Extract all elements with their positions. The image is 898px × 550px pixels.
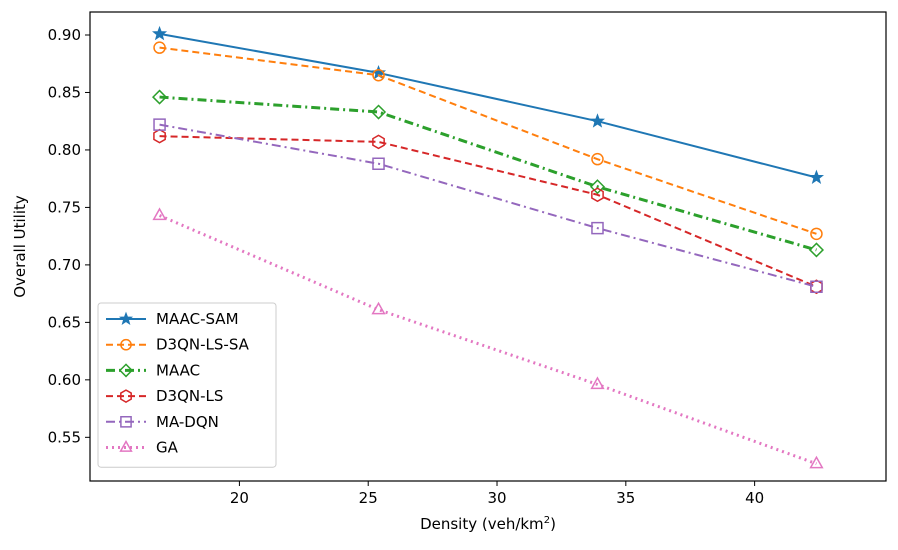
y-tick-label: 0.85 — [48, 83, 81, 101]
legend-item-ga: GA — [106, 439, 179, 457]
data-point-maac — [808, 242, 825, 258]
data-point-ma-dqn — [153, 118, 166, 131]
series-d3qn-ls-sa — [153, 41, 823, 241]
legend-swatch-marker — [120, 338, 132, 351]
x-tick-label: 20 — [230, 489, 249, 507]
legend-swatch-marker — [120, 389, 132, 403]
axes-layer: 20 25 30 35 40 0.55 0.60 0.65 0.70 0.75 0.80 0.85 0.… — [48, 26, 765, 507]
y-tick-label: 0.60 — [48, 371, 81, 389]
data-point-maac-sam — [152, 25, 168, 41]
x-tick-label: 25 — [359, 489, 378, 507]
data-point-d3qn-ls — [153, 128, 166, 144]
legend-swatch-marker — [119, 439, 133, 452]
data-point-maac-sam — [589, 113, 606, 128]
x-axis-label: Density (veh/km2) — [420, 515, 556, 533]
data-point-d3qn-ls — [591, 187, 604, 203]
series-ma-dqn — [153, 118, 823, 294]
legend-label: MAAC — [156, 361, 200, 379]
series-ga — [152, 207, 824, 469]
data-point-maac-sam — [808, 169, 824, 184]
legend-label: GA — [156, 439, 179, 457]
series-line-maac — [159, 95, 817, 252]
x-axis-label-suffix: ) — [550, 515, 556, 533]
data-point-maac — [370, 104, 387, 120]
data-point-ga — [590, 376, 605, 390]
data-point-d3qn-ls-sa — [153, 41, 166, 54]
legend-label: MAAC-SAM — [156, 310, 239, 328]
series-line-ma-dqn — [159, 123, 817, 288]
y-tick-label: 0.90 — [48, 26, 81, 44]
data-point-ma-dqn — [591, 221, 604, 235]
data-point-maac — [151, 89, 168, 105]
data-point-ga — [152, 207, 167, 221]
data-point-ga — [809, 455, 824, 469]
legend-item-d3qn-ls-sa: D3QN-LS-SA — [106, 336, 250, 354]
y-tick-label: 0.65 — [48, 313, 81, 331]
x-tick-label: 35 — [616, 489, 635, 507]
data-point-d3qn-ls-sa — [591, 152, 604, 166]
legend-item-maac-sam: MAAC-SAM — [106, 310, 239, 328]
legend: MAAC-SAM D3QN-LS-SA MAAC D3QN-LS MA-DQN GA — [97, 302, 277, 468]
y-tick-label: 0.70 — [48, 256, 81, 274]
legend-label: D3QN-LS-SA — [156, 336, 250, 354]
x-tick-label: 30 — [487, 489, 506, 507]
legend-swatch-marker — [118, 311, 134, 326]
data-point-ma-dqn — [372, 157, 385, 171]
legend-label: MA-DQN — [156, 413, 219, 431]
data-point-d3qn-ls — [372, 134, 385, 150]
y-tick-label: 0.55 — [48, 428, 81, 446]
data-point-ga — [371, 301, 386, 315]
y-axis-label: Overall Utility — [11, 195, 29, 298]
legend-item-ma-dqn: MA-DQN — [106, 413, 219, 431]
series-line-d3qn-ls — [159, 135, 817, 288]
y-tick-label: 0.75 — [48, 198, 81, 216]
series-line-maac-sam — [159, 32, 817, 179]
legend-item-maac: MAAC — [106, 361, 200, 379]
plot-frame — [89, 11, 887, 482]
x-axis-label-superscript: 2 — [544, 515, 550, 526]
legend-label: D3QN-LS — [156, 387, 223, 405]
series-maac — [151, 89, 825, 258]
legend-item-d3qn-ls: D3QN-LS — [106, 387, 223, 405]
series-line-d3qn-ls-sa — [159, 46, 817, 235]
y-tick-label: 0.80 — [48, 141, 81, 159]
legend-swatch-marker — [118, 363, 134, 378]
data-point-maac — [589, 179, 606, 195]
x-axis-label-main: Density (veh/km — [420, 515, 544, 533]
series-layer — [151, 25, 825, 469]
legend-swatch-marker — [120, 415, 132, 428]
data-point-d3qn-ls-sa — [372, 68, 385, 82]
data-point-d3qn-ls-sa — [810, 227, 823, 241]
x-tick-label: 40 — [745, 489, 764, 507]
series-line-ga — [158, 214, 817, 466]
data-point-ma-dqn — [810, 280, 823, 294]
